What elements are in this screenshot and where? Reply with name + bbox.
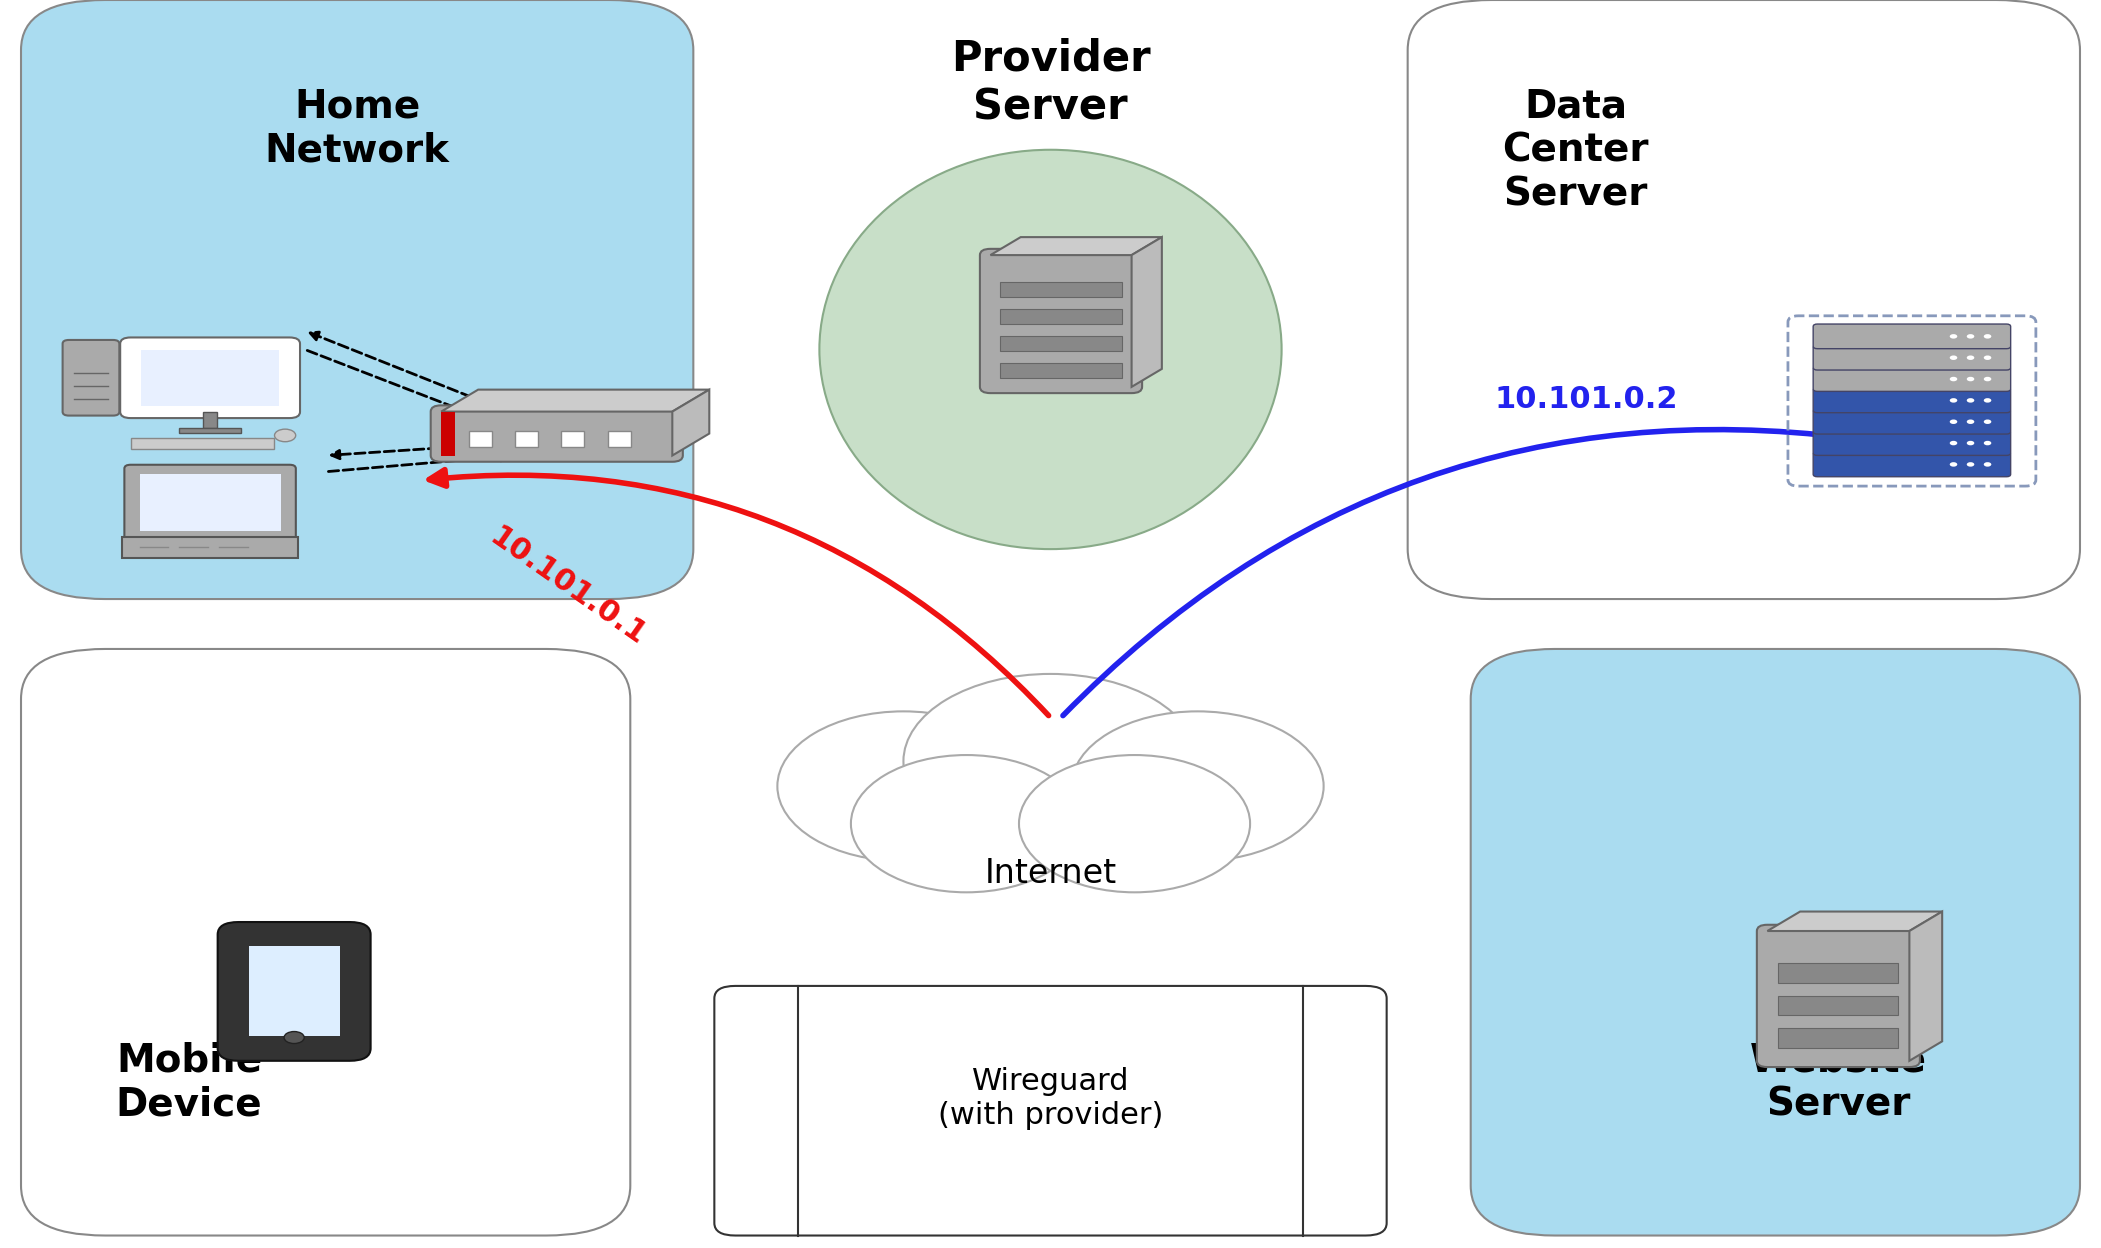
Circle shape [1019, 755, 1250, 892]
Circle shape [1967, 356, 1975, 359]
Text: Home
Network: Home Network [265, 87, 450, 170]
Circle shape [1967, 334, 1975, 338]
Circle shape [275, 429, 296, 442]
FancyBboxPatch shape [219, 922, 370, 1061]
Circle shape [1967, 441, 1975, 446]
Bar [130, 438, 273, 448]
Text: Website
Server: Website Server [1750, 1041, 1927, 1123]
Bar [561, 431, 584, 447]
FancyBboxPatch shape [979, 248, 1143, 393]
FancyBboxPatch shape [1813, 346, 2011, 369]
FancyBboxPatch shape [1813, 409, 2011, 434]
Circle shape [1967, 462, 1975, 467]
Bar [141, 349, 279, 406]
Circle shape [1950, 356, 1958, 359]
Circle shape [1967, 419, 1975, 424]
FancyBboxPatch shape [63, 339, 120, 416]
Bar [1000, 336, 1122, 351]
Circle shape [777, 711, 1029, 861]
Circle shape [1072, 711, 1324, 861]
Circle shape [903, 674, 1198, 849]
Polygon shape [672, 389, 710, 456]
FancyBboxPatch shape [1408, 0, 2080, 599]
FancyBboxPatch shape [431, 406, 683, 462]
FancyBboxPatch shape [714, 986, 1387, 1236]
Circle shape [1983, 334, 1992, 338]
Circle shape [851, 755, 1082, 892]
Bar [1000, 363, 1122, 378]
Circle shape [1950, 398, 1958, 403]
FancyBboxPatch shape [21, 649, 630, 1236]
Bar [1000, 282, 1122, 297]
FancyBboxPatch shape [1756, 925, 1920, 1067]
Bar [515, 431, 538, 447]
Bar [204, 412, 216, 428]
Circle shape [1950, 377, 1958, 382]
Polygon shape [441, 389, 710, 412]
Polygon shape [1132, 237, 1162, 387]
Circle shape [1983, 441, 1992, 446]
Bar [1777, 1028, 1899, 1048]
Polygon shape [1767, 911, 1941, 931]
Circle shape [1967, 398, 1975, 403]
Text: 10.101.0.2: 10.101.0.2 [1494, 384, 1679, 414]
FancyBboxPatch shape [21, 0, 693, 599]
Circle shape [1950, 441, 1958, 446]
Text: 10.101.0.1: 10.101.0.1 [483, 522, 651, 651]
Text: Internet: Internet [985, 857, 1116, 890]
Bar [1777, 963, 1899, 983]
Bar [441, 412, 456, 456]
Circle shape [1983, 398, 1992, 403]
Bar [607, 431, 630, 447]
Polygon shape [990, 237, 1162, 255]
Circle shape [1983, 462, 1992, 467]
FancyBboxPatch shape [124, 464, 296, 540]
Circle shape [1983, 377, 1992, 382]
FancyBboxPatch shape [1813, 431, 2011, 456]
Text: Wireguard
(with provider): Wireguard (with provider) [937, 1067, 1164, 1129]
Circle shape [1950, 419, 1958, 424]
Bar [469, 431, 492, 447]
Text: Provider
Server: Provider Server [950, 37, 1151, 129]
Bar [1000, 310, 1122, 324]
Bar [1777, 996, 1899, 1016]
Polygon shape [1910, 911, 1941, 1061]
Circle shape [1950, 462, 1958, 467]
FancyBboxPatch shape [1471, 649, 2080, 1236]
Ellipse shape [819, 150, 1282, 549]
Text: Mobile
Device: Mobile Device [116, 1041, 263, 1123]
FancyBboxPatch shape [1813, 367, 2011, 392]
Circle shape [284, 1032, 305, 1043]
FancyBboxPatch shape [120, 337, 300, 418]
FancyBboxPatch shape [1813, 324, 2011, 348]
Circle shape [1983, 419, 1992, 424]
Bar [122, 537, 298, 558]
Circle shape [1983, 356, 1992, 359]
Bar [179, 428, 242, 433]
FancyBboxPatch shape [1813, 452, 2011, 477]
Bar [139, 474, 282, 532]
Text: Data
Center
Server: Data Center Server [1502, 87, 1649, 213]
Circle shape [1967, 377, 1975, 382]
Circle shape [1950, 334, 1958, 338]
FancyBboxPatch shape [1813, 388, 2011, 413]
Bar [248, 946, 340, 1036]
